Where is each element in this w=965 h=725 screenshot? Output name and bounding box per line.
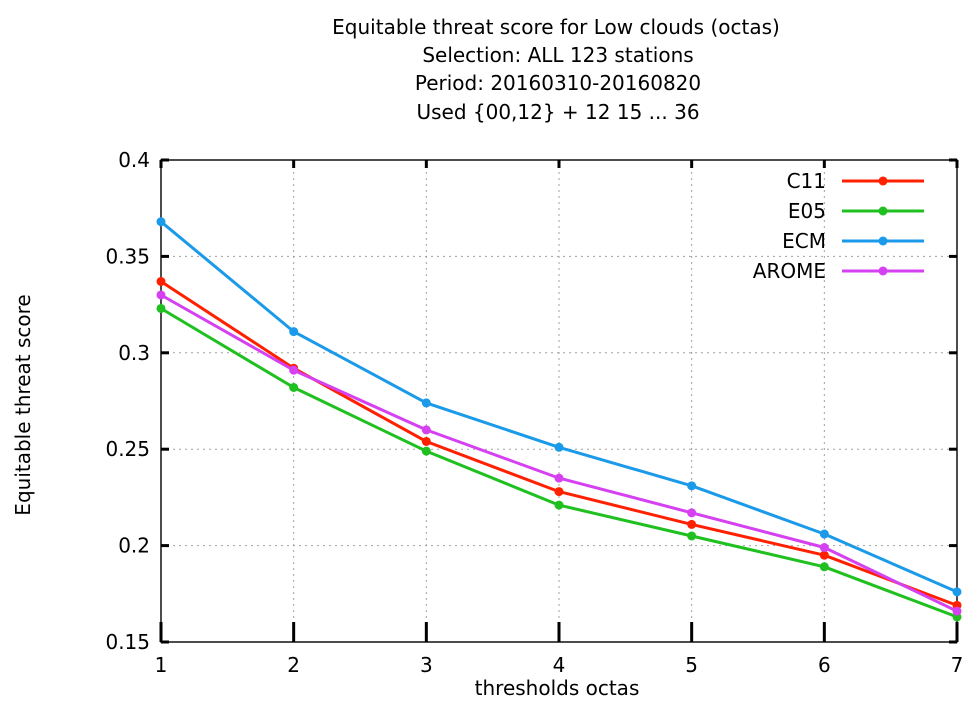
x-tick-labels: 1 2 3 4 5 6 7 xyxy=(155,653,964,677)
data-point xyxy=(819,562,829,572)
data-point xyxy=(289,365,299,375)
y-tick-label: 0.15 xyxy=(105,630,150,654)
y-tick-label: 0.2 xyxy=(118,534,150,558)
data-point xyxy=(156,303,166,313)
data-point xyxy=(819,529,829,539)
grid xyxy=(161,160,957,642)
data-point xyxy=(819,543,829,553)
data-point xyxy=(819,550,829,560)
x-tick-label: 6 xyxy=(818,653,831,677)
legend-label: ECM xyxy=(782,229,826,253)
data-point xyxy=(687,531,697,541)
axis-ticks xyxy=(159,158,959,644)
y-tick-label: 0.3 xyxy=(118,341,150,365)
series-e05 xyxy=(156,303,962,622)
data-point xyxy=(687,508,697,518)
series-arome xyxy=(156,290,962,616)
title-line-4: Used {00,12} + 12 15 ... 36 xyxy=(416,100,699,124)
data-point xyxy=(421,425,431,435)
data-point xyxy=(952,606,962,616)
y-axis-label: Equitable threat score xyxy=(11,294,35,515)
series-ecm xyxy=(156,217,962,597)
data-point xyxy=(156,276,166,286)
data-point xyxy=(289,383,299,393)
data-point xyxy=(554,500,564,510)
legend: C11 E05 ECM AROME xyxy=(753,169,924,283)
series-group xyxy=(156,217,962,622)
y-tick-label: 0.4 xyxy=(118,148,150,172)
legend-label: E05 xyxy=(788,199,826,223)
x-axis-label: thresholds octas xyxy=(475,676,640,700)
legend-label: C11 xyxy=(787,169,826,193)
data-point xyxy=(554,487,564,497)
data-point xyxy=(554,473,564,483)
data-point xyxy=(687,519,697,529)
data-point xyxy=(421,446,431,456)
title-line-2: Selection: ALL 123 stations xyxy=(422,43,693,67)
legend-swatch-marker xyxy=(878,176,888,186)
x-tick-label: 2 xyxy=(287,653,300,677)
data-point xyxy=(156,290,166,300)
data-point xyxy=(952,587,962,597)
data-point xyxy=(554,442,564,452)
legend-swatch-marker xyxy=(878,266,888,276)
x-tick-label: 5 xyxy=(685,653,698,677)
legend-item: ECM xyxy=(782,229,924,253)
legend-item: C11 xyxy=(787,169,924,193)
legend-item: AROME xyxy=(753,259,924,283)
title-line-1: Equitable threat score for Low clouds (o… xyxy=(332,15,780,39)
legend-label: AROME xyxy=(753,259,826,283)
legend-item: E05 xyxy=(788,199,924,223)
y-tick-label: 0.25 xyxy=(105,437,150,461)
chart-title: Equitable threat score for Low clouds (o… xyxy=(332,15,780,124)
x-tick-label: 3 xyxy=(420,653,433,677)
series-line xyxy=(160,307,958,619)
title-line-3: Period: 20160310-20160820 xyxy=(415,71,701,95)
x-tick-label: 7 xyxy=(951,653,964,677)
data-point xyxy=(421,398,431,408)
x-tick-label: 4 xyxy=(553,653,566,677)
data-point xyxy=(687,481,697,491)
data-point xyxy=(156,217,166,227)
x-tick-label: 1 xyxy=(155,653,168,677)
data-point xyxy=(421,436,431,446)
legend-swatch-marker xyxy=(878,236,888,246)
data-point xyxy=(289,327,299,337)
legend-swatch-marker xyxy=(878,206,888,216)
y-tick-label: 0.35 xyxy=(105,244,150,268)
y-tick-labels: 0.15 0.2 0.25 0.3 0.35 0.4 xyxy=(105,148,150,654)
